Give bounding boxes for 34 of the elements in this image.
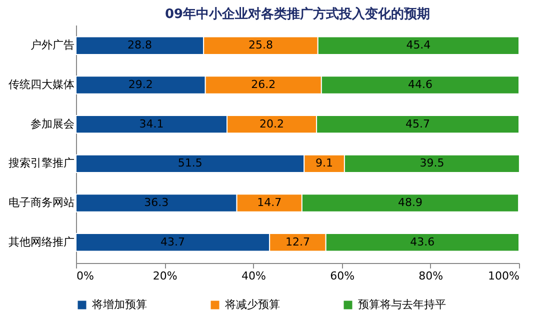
data-label: 36.3 [144, 196, 169, 210]
x-tick-label: 0% [76, 270, 94, 282]
data-label: 34.1 [139, 117, 164, 130]
data-label: 39.5 [420, 156, 444, 170]
data-label: 45.4 [406, 38, 431, 52]
y-tick-label: 搜索引擎推广 [8, 156, 74, 170]
y-tick-label: 参加展会 [30, 117, 74, 130]
x-tick-label: 40% [241, 270, 266, 282]
data-label: 44.6 [408, 78, 432, 91]
data-label: 51.5 [178, 156, 202, 170]
y-tick-label: 电子商务网站 [8, 196, 74, 210]
data-label: 43.6 [410, 235, 435, 248]
data-label: 28.8 [128, 38, 152, 52]
legend-label: 将减少预算 [224, 298, 280, 311]
y-tick-label: 户外广告 [30, 38, 74, 52]
x-tick-label: 60% [330, 270, 355, 282]
data-label: 48.9 [398, 196, 422, 210]
data-label: 14.7 [257, 196, 282, 210]
data-label: 43.7 [160, 235, 186, 248]
x-tick-label: 20% [152, 270, 178, 282]
data-label: 29.2 [128, 78, 153, 91]
data-label: 45.7 [406, 117, 430, 130]
data-label: 26.2 [251, 78, 276, 91]
data-label: 20.2 [260, 117, 284, 130]
x-tick-label: 80% [418, 270, 444, 282]
y-tick-label: 其他网络推广 [8, 235, 74, 248]
chart-title: 09年中小企业对各类推广方式投入变化的预期 [164, 6, 430, 22]
x-tick-label: 100% [488, 270, 520, 282]
data-label: 12.7 [285, 235, 310, 248]
data-label: 9.1 [316, 156, 334, 170]
legend-label: 将增加预算 [91, 298, 147, 311]
y-tick-label: 传统四大媒体 [8, 78, 74, 91]
data-label: 25.8 [248, 38, 273, 52]
legend-label: 预算将与去年持平 [358, 298, 446, 311]
